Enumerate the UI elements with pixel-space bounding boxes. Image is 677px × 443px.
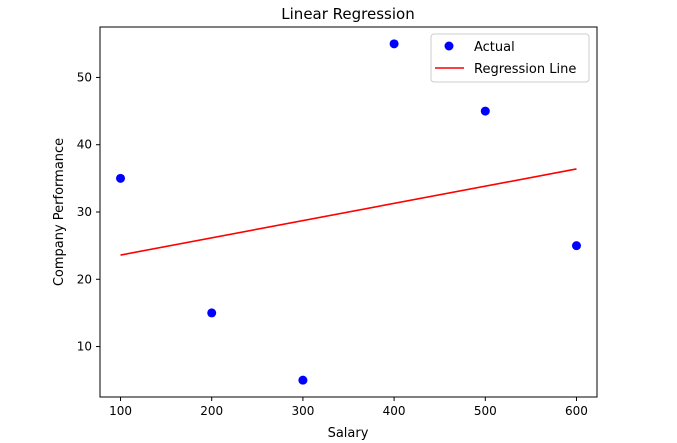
y-axis: 10 20 30 40 50 (77, 70, 100, 354)
data-point-1 (116, 173, 126, 183)
legend-box (430, 33, 590, 83)
y-tick-label: 30 (77, 205, 92, 219)
legend-marker-actual (444, 41, 454, 51)
legend-label-actual: Actual (474, 40, 515, 55)
y-tick-label: 50 (77, 70, 92, 84)
data-point-6 (571, 241, 581, 251)
legend: Actual Regression Line (430, 33, 590, 83)
plot-area (116, 39, 581, 385)
x-tick-label: 200 (200, 404, 223, 418)
legend-label-regression: Regression Line (474, 62, 576, 77)
x-tick-label: 500 (474, 404, 497, 418)
regression-line (120, 168, 577, 256)
x-tick-label: 300 (291, 404, 314, 418)
chart-title: Linear Regression (281, 5, 414, 23)
y-tick-label: 10 (77, 340, 92, 354)
y-axis-label: Company Performance (52, 138, 67, 286)
x-tick-label: 600 (565, 404, 588, 418)
data-point-4 (389, 39, 399, 49)
data-point-2 (207, 308, 217, 318)
x-tick-label: 100 (109, 404, 132, 418)
data-point-5 (480, 106, 490, 116)
x-axis: 100 200 300 400 500 600 (109, 397, 588, 418)
x-axis-label: Salary (328, 426, 369, 441)
y-tick-label: 20 (77, 272, 92, 286)
data-point-3 (298, 375, 308, 385)
x-tick-label: 400 (383, 404, 406, 418)
y-tick-label: 40 (77, 138, 92, 152)
